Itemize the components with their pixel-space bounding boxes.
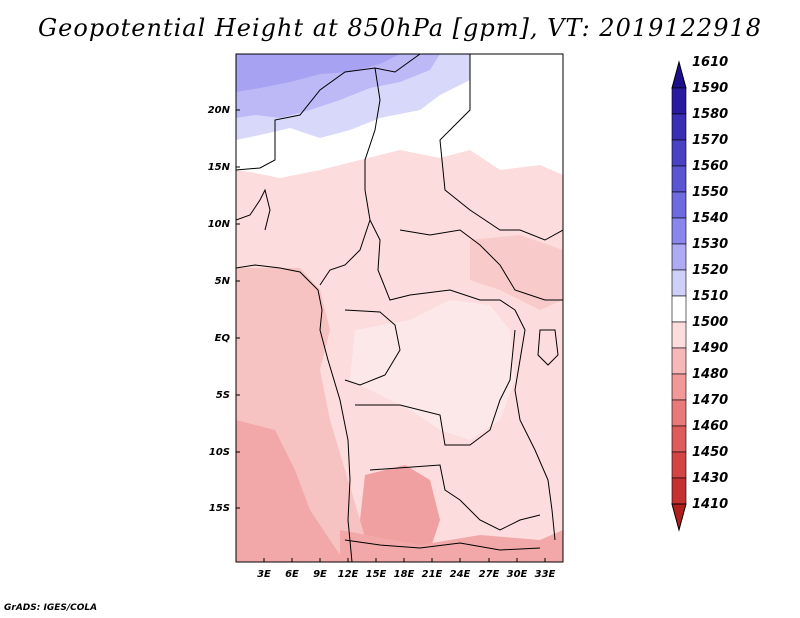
border-east-a: [439, 54, 563, 241]
colorbar-swatch: [671, 451, 687, 479]
lat-label: 15N: [208, 162, 231, 173]
lon-label: 12E: [338, 569, 359, 580]
geopotential-field: [236, 54, 563, 562]
border-north-a: [236, 54, 421, 171]
colorbar-swatch: [671, 113, 687, 141]
colorbar-swatch: [671, 373, 687, 401]
lat-label: 20N: [208, 105, 231, 116]
lon-label: 21E: [422, 569, 443, 580]
chart-title: Geopotential Height at 850hPa [gpm], VT:…: [38, 14, 762, 42]
colorbar-label: 1490: [692, 341, 728, 356]
colorbar-label: 1460: [692, 419, 728, 434]
colorbar-label: 1520: [692, 263, 728, 278]
lon-label: 33E: [535, 569, 556, 580]
border-east-b: [399, 229, 563, 301]
colorbar-swatch: [671, 399, 687, 427]
border-north-b: [319, 67, 381, 286]
colorbar-swatch: [671, 295, 687, 323]
colorbar-label: 1580: [692, 107, 728, 122]
colorbar-label: 1530: [692, 237, 728, 252]
lon-label: 6E: [285, 569, 299, 580]
colorbar-swatch: [671, 165, 687, 193]
border-south: [369, 464, 541, 531]
lake-victoria: [537, 329, 559, 366]
colorbar-label: 1550: [692, 185, 728, 200]
border-congo: [344, 309, 401, 386]
colorbar-label: 1560: [692, 159, 728, 174]
lat-label: 5S: [216, 390, 230, 401]
lon-label: 9E: [313, 569, 327, 580]
lon-label: 15E: [366, 569, 387, 580]
colorbar-label: 1590: [692, 81, 728, 96]
colorbar-label: 1480: [692, 367, 728, 382]
lat-label: 10N: [208, 219, 231, 230]
field-1490-east: [470, 235, 563, 310]
coastline-west: [236, 264, 353, 562]
colorbar-swatch: [671, 477, 687, 505]
colorbar-swatch: [671, 269, 687, 297]
lat-axis: 20N 15N 10N 5N EQ 5S 10S 15S: [208, 105, 240, 514]
colorbar-swatch: [671, 191, 687, 219]
colorbar-swatch: [671, 87, 687, 115]
colorbar-label: 1430: [692, 471, 728, 486]
boundaries: [236, 54, 563, 562]
colorbar-label: 1610: [692, 55, 728, 70]
colorbar: 1610 1590 1580 1570 1560 1550 1540 1530 1520 1510…: [671, 55, 728, 532]
colorbar-swatch: [671, 139, 687, 167]
border-central-a: [369, 219, 516, 311]
colorbar-label: 1570: [692, 133, 728, 148]
colorbar-swatch: [671, 321, 687, 349]
colorbar-swatch: [671, 243, 687, 271]
colorbar-swatch: [671, 347, 687, 375]
lon-label: 3E: [257, 569, 271, 580]
lon-label: 27E: [479, 569, 500, 580]
lon-axis: 3E 6E 9E 12E 15E 18E 21E 24E 27E 30E 33E: [257, 558, 556, 580]
colorbar-label: 1500: [692, 315, 728, 330]
lat-label: 10S: [209, 447, 230, 458]
colorbar-label: 1450: [692, 445, 728, 460]
credit-text: GrADS: IGES/COLA: [4, 603, 98, 613]
lat-label: 5N: [215, 276, 231, 287]
field-1480-southwest: [236, 420, 345, 562]
field-1480-bottom: [340, 530, 563, 562]
colorbar-swatch: [671, 425, 687, 453]
field-basin: [350, 300, 515, 440]
colorbar-label: 1540: [692, 211, 728, 226]
map-frame: [235, 53, 564, 563]
colorbar-top-arrow: [671, 60, 687, 89]
colorbar-label: 1510: [692, 289, 728, 304]
field-1540: [236, 54, 400, 92]
lon-label: 18E: [394, 569, 415, 580]
colorbar-label: 1410: [692, 497, 728, 512]
lat-label: 15S: [209, 503, 230, 514]
border-great-lakes: [514, 309, 556, 541]
lon-label: 24E: [450, 569, 471, 580]
colorbar-swatch: [671, 217, 687, 245]
border-westcoast: [236, 188, 271, 231]
border-drc-south: [355, 329, 516, 446]
colorbar-bottom-arrow: [671, 503, 687, 532]
lat-label: EQ: [215, 333, 231, 344]
colorbar-label: 1470: [692, 393, 728, 408]
border-bottom: [344, 539, 541, 551]
lon-label: 30E: [507, 569, 528, 580]
